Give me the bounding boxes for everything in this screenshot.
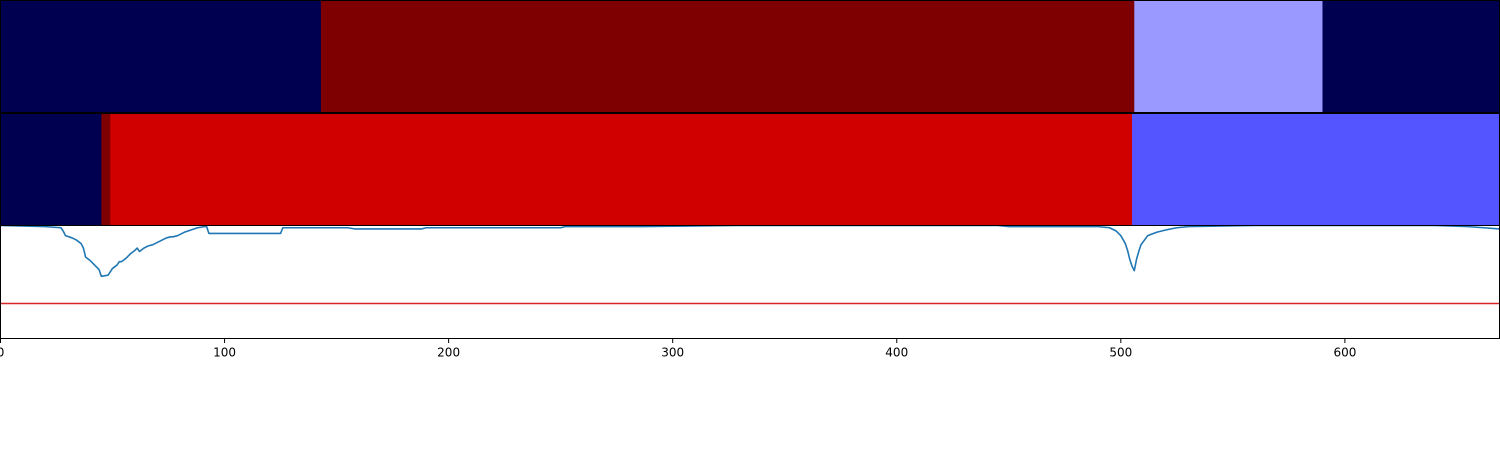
track-2-segment-2	[110, 114, 1132, 226]
line-panel	[1, 226, 1500, 304]
track-2-segment-3	[1132, 114, 1500, 226]
score-series-line	[1, 226, 1500, 277]
x-tick-label-400: 400	[885, 346, 908, 360]
track-1-segment-1	[321, 1, 1135, 113]
track-1-segment-0	[1, 1, 322, 113]
track-1-segments	[1, 1, 1500, 113]
x-tick-label-500: 500	[1109, 346, 1132, 360]
track-2-segments	[1, 114, 1500, 226]
track-1-segment-2	[1134, 1, 1323, 113]
x-axis: 0 100 200 300 400 500 600	[0, 339, 1356, 360]
x-tick-label-300: 300	[661, 346, 684, 360]
track-2-segment-1	[101, 114, 111, 226]
panel-frame-3	[1, 226, 1500, 339]
track-1-segment-3	[1322, 1, 1500, 113]
x-tick-label-100: 100	[213, 346, 236, 360]
x-tick-label-200: 200	[437, 346, 460, 360]
x-tick-label-600: 600	[1333, 346, 1356, 360]
x-tick-label-0: 0	[0, 346, 4, 360]
track-2-segment-0	[1, 114, 102, 226]
